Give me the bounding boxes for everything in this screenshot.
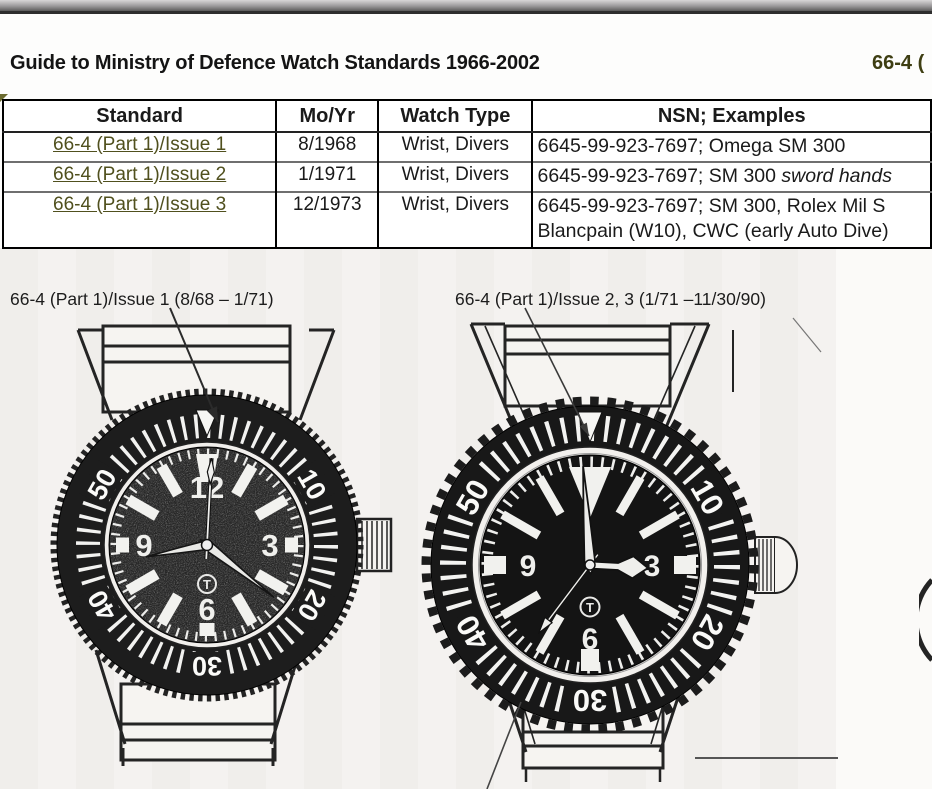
col-header-moyr: Mo/Yr bbox=[275, 100, 379, 133]
moyr-value: 8/1968 bbox=[275, 131, 379, 162]
watch-drawing-issue1: 10 20 30 40 50 bbox=[50, 307, 393, 766]
figure-caption-left: 66-4 (Part 1)/Issue 1 (8/68 – 1/71) bbox=[10, 289, 274, 309]
svg-text:6: 6 bbox=[198, 592, 215, 627]
svg-text:6: 6 bbox=[582, 623, 599, 656]
svg-text:30: 30 bbox=[192, 651, 222, 681]
svg-text:3: 3 bbox=[261, 528, 278, 563]
page-margin-band bbox=[836, 248, 932, 789]
svg-text:T: T bbox=[586, 600, 594, 615]
leader-line bbox=[169, 307, 219, 423]
strap-bottom bbox=[94, 649, 302, 766]
page-title: Guide to Ministry of Defence Watch Stand… bbox=[10, 52, 540, 74]
hands-center-cap bbox=[200, 538, 214, 552]
hands-center-cap bbox=[584, 559, 596, 571]
tritium-t-mark: T bbox=[579, 596, 601, 618]
watch-type-value: Wrist, Divers bbox=[377, 161, 533, 192]
svg-text:12: 12 bbox=[190, 470, 224, 505]
table-row: 66-4 (Part 1)/Issue 3 12/1973 Wrist, Div… bbox=[1, 191, 931, 248]
standard-link-issue2[interactable]: 66-4 (Part 1)/Issue 2 bbox=[53, 164, 227, 185]
table-row: 66-4 (Part 1)/Issue 1 8/1968 Wrist, Dive… bbox=[1, 131, 931, 162]
col-header-nsn: NSN; Examples bbox=[531, 100, 931, 133]
svg-text:9: 9 bbox=[135, 528, 152, 563]
dial: 3 6 9 T bbox=[471, 446, 709, 684]
svg-text:T: T bbox=[203, 577, 211, 592]
figure-caption-right: 66-4 (Part 1)/Issue 2, 3 (1/71 –11/30/90… bbox=[455, 289, 766, 309]
crown bbox=[754, 536, 798, 594]
bezel-triangle-marker bbox=[195, 409, 219, 438]
watch-type-value: Wrist, Divers bbox=[377, 191, 533, 248]
page-reference: 66-4 ( bbox=[872, 52, 925, 74]
dial: 12 3 6 9 T bbox=[103, 441, 311, 649]
svg-text:9: 9 bbox=[520, 550, 537, 583]
leader-line bbox=[486, 307, 822, 789]
hour-markers bbox=[484, 467, 696, 671]
table-corner-notch bbox=[0, 94, 8, 102]
nsn-value: 6645-99-923-7697; SM 300 sword hands bbox=[537, 165, 892, 187]
hour-hand bbox=[583, 555, 650, 580]
twelve-triangle-marker bbox=[569, 467, 611, 518]
moyr-value: 1/1971 bbox=[275, 161, 379, 192]
standard-link-issue3[interactable]: 66-4 (Part 1)/Issue 3 bbox=[53, 194, 227, 215]
cropped-figure-fragment bbox=[919, 578, 932, 662]
standard-link-issue1[interactable]: 66-4 (Part 1)/Issue 1 bbox=[53, 134, 227, 155]
watch-drawing-issue2-3: 10 20 30 40 50 bbox=[421, 307, 838, 789]
tritium-t-mark: T bbox=[197, 574, 217, 594]
dial-numerals: 3 6 9 bbox=[520, 550, 661, 656]
nsn-value: 6645-99-923-7697; Omega SM 300 bbox=[537, 135, 846, 157]
watch-type-value: Wrist, Divers bbox=[377, 131, 533, 162]
nsn-value: 6645-99-923-7697; SM 300, Rolex Mil S Bl… bbox=[531, 191, 931, 248]
standards-table: Standard Mo/Yr Watch Type NSN; Examples … bbox=[1, 99, 932, 249]
col-header-standard: Standard bbox=[1, 100, 277, 133]
dial-numerals: 12 3 6 9 bbox=[135, 470, 278, 627]
moyr-value: 12/1973 bbox=[275, 191, 379, 248]
table-header-row: Standard Mo/Yr Watch Type NSN; Examples bbox=[1, 100, 931, 133]
svg-text:30: 30 bbox=[573, 683, 607, 718]
table-row: 66-4 (Part 1)/Issue 2 1/1971 Wrist, Dive… bbox=[1, 161, 931, 192]
svg-text:3: 3 bbox=[644, 550, 661, 583]
strap-top bbox=[469, 322, 734, 431]
window-chrome-bar bbox=[0, 0, 932, 14]
col-header-watch-type: Watch Type bbox=[377, 100, 533, 133]
